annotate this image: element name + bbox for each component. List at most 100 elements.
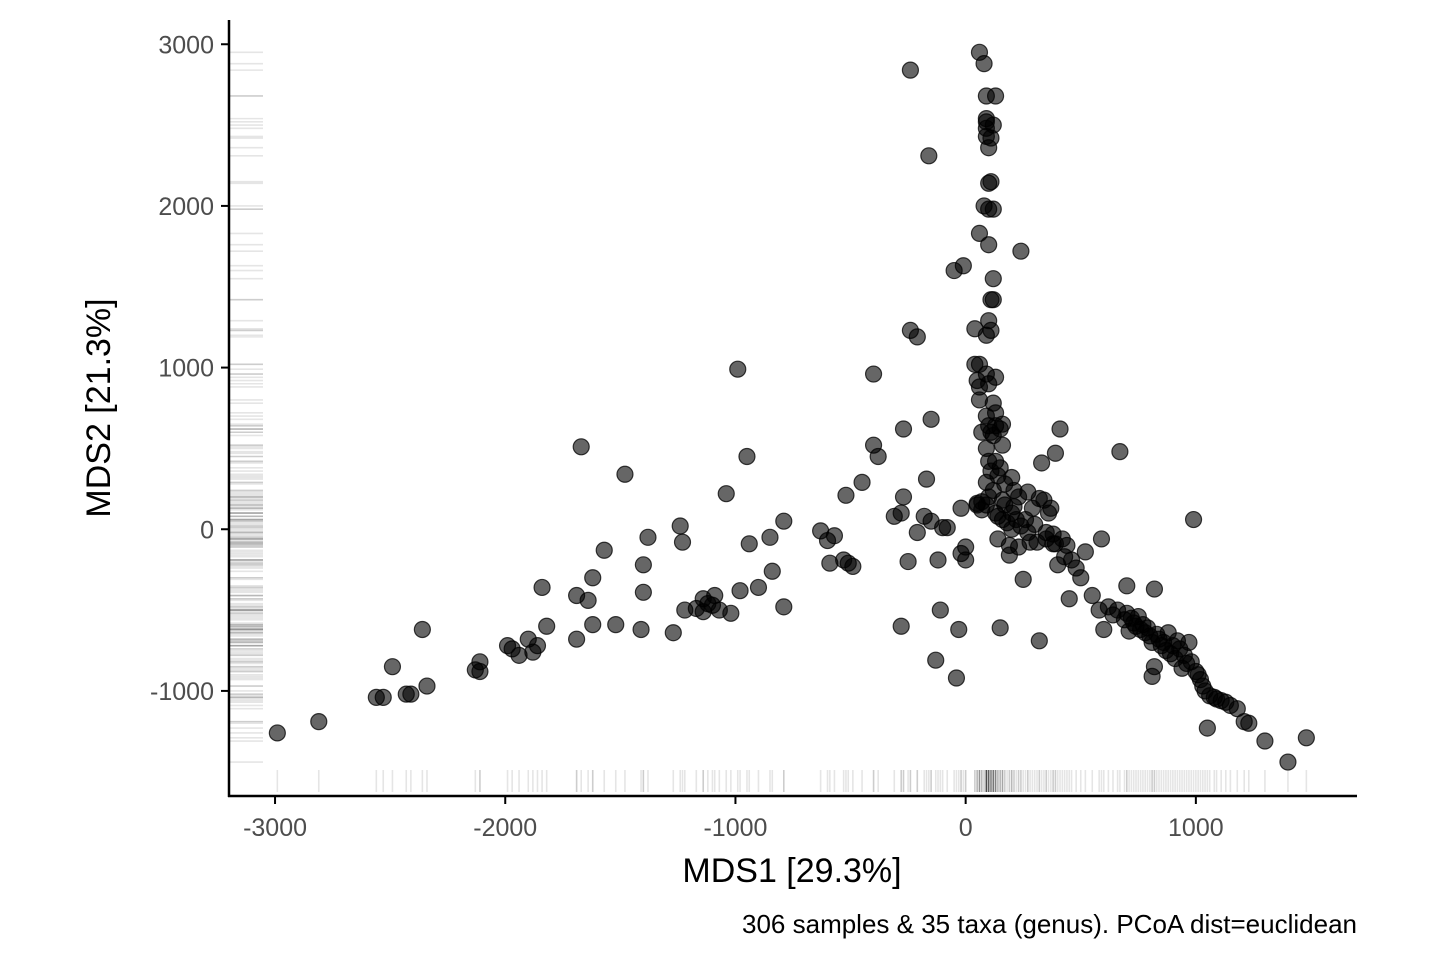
data-point bbox=[1240, 714, 1258, 732]
x-tick-label: -1000 bbox=[703, 814, 767, 842]
data-point bbox=[634, 556, 652, 574]
data-point bbox=[722, 604, 740, 622]
data-point bbox=[954, 257, 972, 275]
data-point bbox=[538, 617, 556, 635]
data-point bbox=[1297, 729, 1315, 747]
data-point bbox=[982, 321, 1000, 339]
data-point bbox=[980, 236, 998, 254]
data-point bbox=[947, 669, 966, 687]
data-point bbox=[984, 270, 1002, 288]
y-rug bbox=[229, 51, 263, 763]
data-point bbox=[310, 713, 328, 731]
data-point bbox=[1060, 590, 1078, 608]
data-point bbox=[1180, 633, 1198, 652]
data-point bbox=[1051, 420, 1069, 438]
data-point bbox=[584, 569, 602, 587]
data-point bbox=[775, 598, 793, 616]
data-point bbox=[1014, 570, 1032, 588]
data-point bbox=[632, 620, 650, 639]
data-point bbox=[729, 360, 747, 378]
data-point bbox=[402, 685, 420, 703]
data-point bbox=[938, 519, 956, 537]
data-point bbox=[908, 328, 926, 346]
data-point bbox=[957, 551, 975, 569]
data-point bbox=[920, 147, 938, 165]
data-point bbox=[595, 541, 613, 559]
data-point bbox=[706, 586, 724, 605]
y-tick-label: 3000 bbox=[158, 31, 214, 59]
data-point bbox=[1083, 586, 1101, 605]
data-point bbox=[894, 488, 913, 506]
data-point bbox=[268, 724, 286, 742]
data-point bbox=[1030, 632, 1048, 650]
data-point bbox=[749, 578, 768, 597]
data-point bbox=[1145, 580, 1164, 598]
data-point bbox=[738, 447, 756, 466]
data-point bbox=[471, 653, 489, 671]
x-tick-label: -3000 bbox=[243, 814, 307, 842]
data-point bbox=[892, 617, 910, 635]
data-point bbox=[639, 528, 657, 546]
data-point bbox=[986, 87, 1005, 105]
data-point bbox=[1111, 443, 1129, 461]
data-point bbox=[671, 517, 689, 535]
x-axis-title: MDS1 [29.3%] bbox=[682, 852, 901, 890]
data-point bbox=[1184, 510, 1203, 529]
x-tick-label: 0 bbox=[959, 814, 973, 842]
data-point bbox=[986, 368, 1005, 386]
data-point bbox=[673, 533, 692, 551]
data-point bbox=[1095, 620, 1113, 639]
data-point bbox=[533, 578, 551, 597]
points-layer bbox=[268, 43, 1315, 771]
data-point bbox=[761, 528, 779, 546]
data-point bbox=[908, 523, 926, 542]
data-point bbox=[1042, 499, 1060, 517]
data-point bbox=[894, 420, 913, 438]
data-point bbox=[775, 512, 793, 530]
data-point bbox=[1058, 536, 1076, 555]
data-point bbox=[927, 651, 945, 669]
data-point bbox=[899, 552, 917, 571]
data-point bbox=[568, 630, 586, 648]
data-point bbox=[383, 658, 402, 676]
data-point bbox=[837, 486, 855, 504]
data-point bbox=[984, 200, 1002, 218]
data-point bbox=[993, 415, 1012, 433]
data-point bbox=[991, 619, 1009, 637]
data-point bbox=[931, 601, 949, 619]
data-point bbox=[901, 61, 920, 79]
y-tick-label: 2000 bbox=[158, 193, 214, 221]
data-point bbox=[844, 557, 862, 576]
data-point bbox=[664, 624, 682, 642]
data-point bbox=[982, 173, 1000, 191]
data-point bbox=[869, 447, 887, 466]
data-point bbox=[952, 499, 970, 517]
x-tick-label: -2000 bbox=[473, 814, 537, 842]
data-point bbox=[579, 591, 597, 609]
data-point bbox=[1145, 658, 1164, 676]
data-point bbox=[1033, 454, 1051, 472]
data-point bbox=[922, 410, 940, 428]
data-point bbox=[1256, 732, 1274, 750]
data-point bbox=[993, 436, 1012, 454]
data-point bbox=[892, 504, 910, 522]
data-point bbox=[584, 616, 602, 634]
y-tick-label: 0 bbox=[200, 516, 214, 544]
y-axis-ticks: 3000 2000 1000 0 -1000 bbox=[150, 31, 229, 706]
data-point bbox=[1046, 444, 1065, 462]
data-point bbox=[975, 55, 993, 73]
y-tick-label: -1000 bbox=[150, 678, 214, 706]
data-point bbox=[763, 562, 781, 580]
data-point bbox=[413, 620, 431, 639]
x-tick-label: 1000 bbox=[1168, 814, 1224, 842]
data-point bbox=[825, 527, 844, 545]
data-point bbox=[950, 620, 968, 639]
data-point bbox=[418, 677, 436, 695]
data-point bbox=[374, 688, 392, 706]
y-axis-title: MDS2 [21.3%] bbox=[80, 298, 118, 517]
data-point bbox=[1198, 719, 1216, 737]
x-axis-ticks: -3000 -2000 -1000 0 1000 bbox=[243, 796, 1224, 842]
data-point bbox=[572, 438, 590, 456]
data-point bbox=[991, 459, 1009, 477]
